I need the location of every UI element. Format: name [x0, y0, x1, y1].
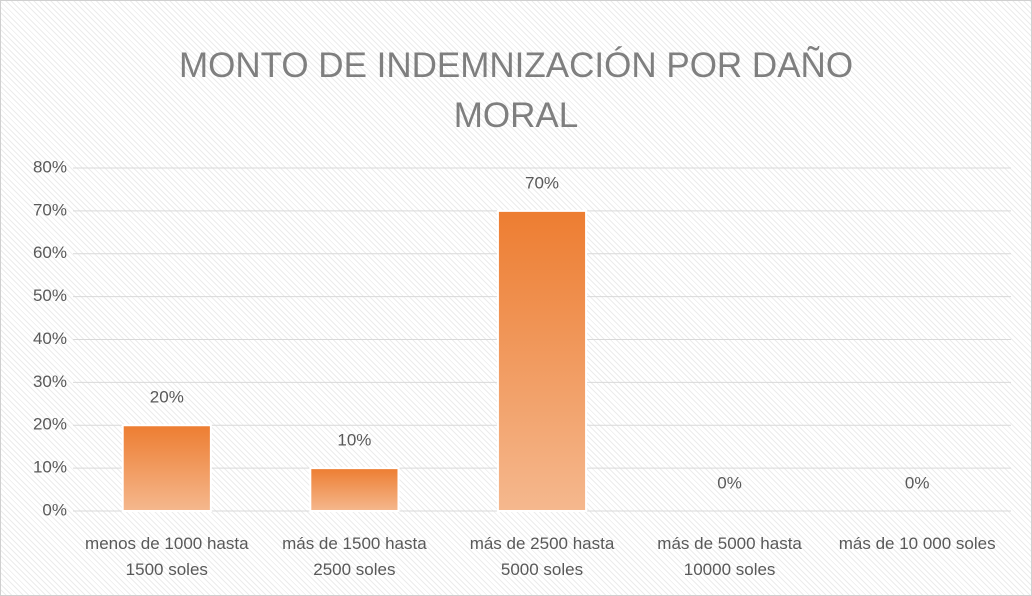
- bar: [121, 424, 212, 512]
- bar: [309, 467, 400, 512]
- x-tick-label: más de 10 000 soles: [838, 534, 996, 553]
- y-tick-label: 60%: [33, 243, 67, 262]
- bar: [496, 209, 588, 512]
- y-tick-label: 0%: [42, 500, 67, 519]
- data-label: 0%: [905, 473, 930, 492]
- y-tick-label: 70%: [33, 200, 67, 219]
- y-tick-label: 20%: [33, 415, 67, 434]
- y-tick-label: 50%: [33, 286, 67, 305]
- chart-title: MONTO DE INDEMNIZACIÓN POR DAÑO MORAL: [178, 46, 854, 135]
- data-label: 0%: [717, 473, 742, 492]
- data-label: 20%: [150, 388, 184, 407]
- y-tick-label: 80%: [33, 157, 67, 176]
- x-tick-label: más de 2500 hasta 5000 soles: [469, 534, 615, 579]
- data-label: 10%: [337, 431, 371, 450]
- y-tick-label: 30%: [33, 372, 67, 391]
- x-tick-label: más de 5000 hasta 10000 soles: [657, 534, 802, 579]
- y-tick-label: 40%: [33, 329, 67, 348]
- data-label: 70%: [525, 173, 559, 192]
- x-tick-label: más de 1500 hasta 2500 soles: [282, 534, 427, 579]
- x-tick-label: menos de 1000 hasta 1500 soles: [85, 534, 249, 579]
- y-tick-label: 10%: [33, 458, 67, 477]
